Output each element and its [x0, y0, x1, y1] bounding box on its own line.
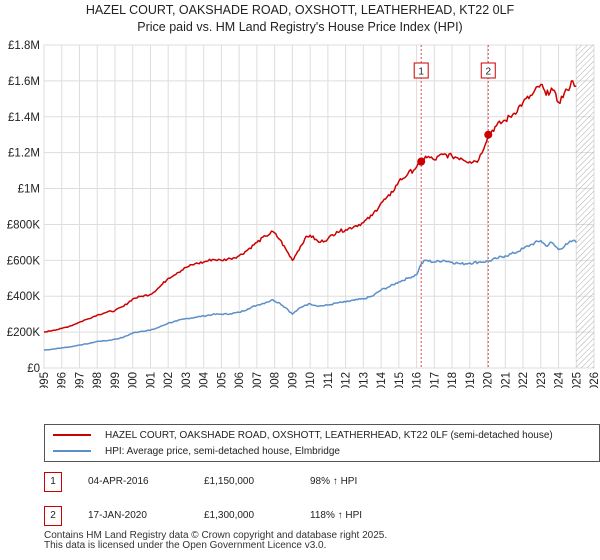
chart-title: HAZEL COURT, OAKSHADE ROAD, OXSHOTT, LEA… [85, 3, 515, 17]
x-tick-label: 2007 [252, 372, 264, 388]
x-tick-label: 2021 [500, 372, 512, 388]
x-tick-label: 1999 [110, 372, 122, 388]
x-tick-label: 2012 [341, 372, 353, 388]
transaction-row: 1 04-APR-2016 £1,150,000 98% ↑ HPI [0, 471, 600, 493]
transaction-date: 17-JAN-2020 [88, 510, 147, 521]
transaction-price: £1,300,000 [204, 510, 255, 521]
transaction-marker-box [480, 62, 496, 79]
legend-swatch-property [53, 434, 91, 437]
chart-title-block: HAZEL COURT, OAKSHADE ROAD, OXSHOTT, LEA… [0, 2, 600, 36]
x-tick-label: 2015 [394, 372, 406, 388]
plot-area [43, 44, 595, 369]
legend-swatch-hpi [53, 450, 91, 453]
transaction-price: £1,150,000 [204, 476, 255, 487]
x-tick-label: 2016 [412, 372, 424, 388]
x-tick-label: 2013 [358, 372, 370, 388]
footer: Contains HM Land Registry data © Crown c… [44, 531, 387, 551]
transaction-marker-box [413, 62, 429, 79]
y-tick-label: £600K [7, 255, 41, 267]
transaction-date: 04-APR-2016 [88, 476, 149, 487]
x-tick-label: 2017 [429, 372, 441, 388]
y-tick-label: £1.8M [8, 40, 40, 52]
x-tick-label: 2009 [287, 372, 299, 388]
x-tick-label: 2001 [145, 372, 157, 388]
x-tick-label: 2023 [536, 372, 548, 388]
x-tick-label: 2024 [554, 371, 566, 388]
x-tick-label: 2011 [323, 372, 335, 388]
hpi-line [43, 239, 577, 351]
transaction-marker-label: 2 [485, 67, 491, 78]
footer-copyright: Contains HM Land Registry data © Crown c… [44, 530, 388, 541]
legend-label-property: HAZEL COURT, OAKSHADE ROAD, OXSHOTT, LEA… [105, 430, 553, 441]
x-tick-label: 2022 [518, 372, 530, 388]
x-tick-label: 2026 [589, 372, 600, 388]
y-tick-label: £1.6M [8, 76, 40, 88]
transaction-marker-label: 1 [418, 67, 424, 78]
transaction-badge: 1 [44, 472, 62, 492]
y-tick-label: £1.4M [8, 112, 40, 124]
x-tick-label: 2025 [571, 372, 583, 388]
x-tick-label: 2000 [128, 372, 140, 388]
legend-label-hpi: HPI: Average price, semi-detached house,… [105, 446, 340, 457]
x-tick-label: 1997 [74, 372, 86, 388]
x-tick-label: 2002 [163, 372, 175, 388]
y-tick-label: £0 [27, 363, 40, 375]
legend: HAZEL COURT, OAKSHADE ROAD, OXSHOTT, LEA… [44, 424, 600, 462]
x-tick-label: 2018 [447, 372, 459, 388]
legend-item-hpi: HPI: Average price, semi-detached house,… [53, 444, 340, 460]
transaction-hpi-change: 118% ↑ HPI [310, 510, 363, 521]
chart-subtitle: Price paid vs. HM Land Registry's House … [137, 20, 463, 34]
x-tick-label: 2005 [216, 372, 228, 388]
y-tick-label: £1.2M [8, 148, 40, 160]
x-tick-label: 2004 [199, 371, 211, 388]
x-tick-label: 2014 [376, 371, 388, 388]
legend-item-property: HAZEL COURT, OAKSHADE ROAD, OXSHOTT, LEA… [53, 428, 553, 444]
transaction-point [484, 130, 493, 139]
x-tick-label: 2006 [234, 372, 246, 388]
transaction-row: 2 17-JAN-2020 £1,300,000 118% ↑ HPI [0, 505, 600, 527]
x-tick-label: 2019 [465, 372, 477, 388]
x-tick-label: 1996 [57, 372, 69, 388]
footer-licence: This data is licensed under the Open Gov… [44, 540, 327, 551]
price-chart: 1 2 £0 £200K £400K £600K £800K £1M £1.2M £1.4M £1… [7, 40, 600, 388]
y-tick-label: £200K [7, 327, 41, 339]
x-tick-label: 2008 [270, 372, 282, 388]
x-tick-label: 1995 [39, 372, 51, 388]
forecast-hatch-region [576, 45, 594, 368]
transaction-badge: 2 [44, 506, 62, 526]
y-tick-label: £1M [18, 184, 40, 196]
y-tick-label: £400K [7, 291, 41, 303]
y-tick-label: £800K [7, 219, 41, 231]
transaction-point [417, 157, 426, 166]
x-tick-label: 2020 [483, 372, 495, 388]
x-tick-label: 1998 [92, 372, 104, 388]
x-tick-label: 2003 [181, 372, 193, 388]
x-tick-label: 2010 [305, 372, 317, 388]
transaction-hpi-change: 98% ↑ HPI [310, 476, 358, 487]
